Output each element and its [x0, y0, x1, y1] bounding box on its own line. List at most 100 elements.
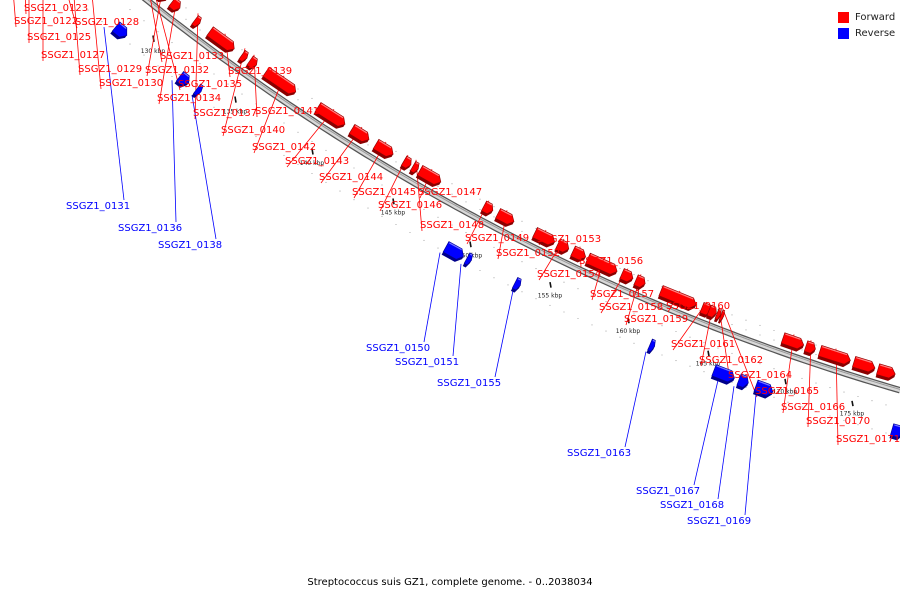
gene-block-ssgz1_0141[interactable] — [245, 55, 260, 72]
gene-label-ssgz1_0127[interactable]: SSGZ1_0127 — [41, 50, 105, 61]
gene-label-ssgz1_0151[interactable]: SSGZ1_0151 — [395, 357, 459, 368]
gene-label-ssgz1_0148[interactable]: SSGZ1_0148 — [420, 220, 484, 231]
gene-label-ssgz1_0129[interactable]: SSGZ1_0129 — [78, 64, 142, 75]
gene-label-ssgz1_0171[interactable]: SSGZ1_0171 — [836, 434, 900, 445]
gene-label-ssgz1_0133[interactable]: SSGZ1_0133 — [160, 51, 224, 62]
gene-block-ssgz1_0139[interactable] — [204, 26, 237, 56]
gene-block-ssgz1_0158[interactable] — [618, 268, 636, 287]
gene-block-ssgz1_0152[interactable] — [494, 208, 516, 230]
gene-block-ssgz1_0140[interactable] — [237, 49, 250, 65]
gene-label-ssgz1_0143[interactable]: SSGZ1_0143 — [285, 156, 349, 167]
gene-block-unlabeled-2[interactable] — [875, 363, 897, 383]
gene-block-ssgz1_0165[interactable] — [717, 309, 726, 324]
gene-label-ssgz1_0144[interactable]: SSGZ1_0144 — [319, 172, 383, 183]
gene-block-unlabeled-1[interactable] — [851, 356, 877, 376]
gene-label-ssgz1_0131[interactable]: SSGZ1_0131 — [66, 201, 130, 212]
gene-block-ssgz1_0137[interactable] — [189, 15, 203, 31]
gene-block-ssgz1_0160[interactable] — [657, 285, 698, 313]
gene-block-ssgz1_0162[interactable] — [705, 304, 719, 321]
gene-label-ssgz1_0158[interactable]: SSGZ1_0158 — [599, 302, 663, 313]
gene-block-ssgz1_0155[interactable] — [510, 277, 523, 293]
gene-label-ssgz1_0145[interactable]: SSGZ1_0145 — [352, 187, 416, 198]
gene-label-ssgz1_0162[interactable]: SSGZ1_0162 — [699, 355, 763, 366]
gene-block-ssgz1_0148[interactable] — [408, 160, 421, 176]
gene-label-ssgz1_0147[interactable]: SSGZ1_0147 — [418, 187, 482, 198]
gene-block-ssgz1_0147[interactable] — [415, 165, 444, 189]
gene-label-ssgz1_0125[interactable]: SSGZ1_0125 — [27, 32, 91, 43]
gene-block-ssgz1_0143[interactable] — [313, 102, 348, 131]
gene-label-ssgz1_0159[interactable]: SSGZ1_0159 — [624, 314, 688, 325]
block-face — [532, 227, 556, 246]
gene-block-ssgz1_0136[interactable] — [174, 71, 193, 90]
gene-block-ssgz1_0144[interactable] — [347, 123, 372, 146]
block-highlight — [269, 68, 295, 86]
gene-block-ssgz1_0166[interactable] — [780, 332, 805, 353]
gene-block-ssgz1_0163[interactable] — [646, 338, 656, 355]
gene-block-ssgz1_0150[interactable] — [441, 241, 467, 265]
leader-line — [155, 0, 181, 91]
block-face — [706, 304, 717, 318]
gene-label-ssgz1_0155[interactable]: SSGZ1_0155 — [437, 378, 501, 389]
block-depth — [717, 316, 724, 324]
gene-block-ssgz1_0168[interactable] — [735, 373, 751, 392]
gene-block-ssgz1_0167[interactable] — [710, 364, 737, 387]
gene-label-ssgz1_0165[interactable]: SSGZ1_0165 — [755, 386, 819, 397]
block-face — [585, 252, 618, 275]
gene-block-ssgz1_0156[interactable] — [569, 245, 588, 265]
gene-label-ssgz1_0141[interactable]: SSGZ1_0141 — [255, 106, 319, 117]
gene-label-ssgz1_0156[interactable]: SSGZ1_0156 — [579, 256, 643, 267]
gene-block-ssgz1_0153[interactable] — [531, 227, 557, 249]
gene-label-ssgz1_0138[interactable]: SSGZ1_0138 — [158, 240, 222, 251]
block-highlight — [560, 239, 568, 244]
gene-label-ssgz1_0153[interactable]: SSGZ1_0153 — [537, 234, 601, 245]
gene-label-ssgz1_0152[interactable]: SSGZ1_0152 — [496, 248, 560, 259]
gene-block-ssgz1_0170[interactable] — [803, 340, 817, 357]
block-depth — [713, 314, 721, 323]
gene-label-ssgz1_0164[interactable]: SSGZ1_0164 — [728, 370, 792, 381]
leader-line — [103, 27, 125, 201]
gene-block-ssgz1_0149[interactable] — [480, 200, 495, 218]
gene-block-ssgz1_0159[interactable] — [632, 274, 648, 292]
gene-label-ssgz1_0139[interactable]: SSGZ1_0139 — [228, 66, 292, 77]
gene-label-ssgz1_0142[interactable]: SSGZ1_0142 — [252, 142, 316, 153]
gene-block-ssgz1_0134[interactable] — [166, 0, 183, 15]
gene-label-ssgz1_0136[interactable]: SSGZ1_0136 — [118, 223, 182, 234]
gene-block-ssgz1_0154[interactable] — [554, 238, 571, 257]
gene-label-ssgz1_0149[interactable]: SSGZ1_0149 — [465, 233, 529, 244]
gene-label-ssgz1_0169[interactable]: SSGZ1_0169 — [687, 516, 751, 527]
gene-label-ssgz1_0132[interactable]: SSGZ1_0132 — [145, 65, 209, 76]
gene-label-ssgz1_0123[interactable]: SSGZ1_0123 — [24, 3, 88, 14]
gene-label-ssgz1_0130[interactable]: SSGZ1_0130 — [99, 78, 163, 89]
gene-label-ssgz1_0137[interactable]: SSGZ1_0137 — [193, 108, 257, 119]
gene-block-ssgz1_0131[interactable] — [110, 21, 130, 42]
gene-label-ssgz1_0157[interactable]: SSGZ1_0157 — [590, 289, 654, 300]
gene-block-ssgz1_0151[interactable] — [462, 252, 475, 269]
gene-label-ssgz1_0122[interactable]: SSGZ1_0122 — [14, 16, 78, 27]
gene-block-ssgz1_0164[interactable] — [713, 307, 723, 323]
gene-label-ssgz1_0163[interactable]: SSGZ1_0163 — [567, 448, 631, 459]
gene-label-ssgz1_0128[interactable]: SSGZ1_0128 — [75, 17, 139, 28]
gene-label-ssgz1_0134[interactable]: SSGZ1_0134 — [157, 93, 221, 104]
gene-block-ssgz1_0145[interactable] — [371, 138, 396, 161]
gene-label-ssgz1_0161[interactable]: SSGZ1_0161 — [671, 339, 735, 350]
gene-block-ssgz1_0171[interactable] — [817, 345, 852, 368]
block-face — [442, 241, 464, 260]
gene-block-ssgz1_0138[interactable] — [191, 83, 205, 99]
gene-label-ssgz1_0170[interactable]: SSGZ1_0170 — [806, 416, 870, 427]
gene-label-ssgz1_0168[interactable]: SSGZ1_0168 — [660, 500, 724, 511]
leader-line — [191, 95, 217, 240]
gene-block-ssgz1_0169[interactable] — [752, 379, 775, 400]
gene-label-ssgz1_0140[interactable]: SSGZ1_0140 — [221, 125, 285, 136]
gene-block-ssgz1_0146[interactable] — [399, 155, 414, 172]
gene-label-ssgz1_0135[interactable]: SSGZ1_0135 — [178, 79, 242, 90]
gene-block-ssgz1_0157[interactable] — [584, 252, 619, 279]
gene-label-ssgz1_0154[interactable]: SSGZ1_0154 — [537, 269, 601, 280]
gene-block-ssgz1_0142[interactable] — [261, 66, 299, 99]
gene-label-ssgz1_0167[interactable]: SSGZ1_0167 — [636, 486, 700, 497]
gene-label-ssgz1_0146[interactable]: SSGZ1_0146 — [378, 200, 442, 211]
gene-label-ssgz1_0166[interactable]: SSGZ1_0166 — [781, 402, 845, 413]
gene-label-ssgz1_0150[interactable]: SSGZ1_0150 — [366, 343, 430, 354]
gene-label-ssgz1_0160[interactable]: SSGZ1_0160 — [666, 301, 730, 312]
block-face — [780, 332, 805, 350]
tick-mark — [392, 198, 395, 205]
